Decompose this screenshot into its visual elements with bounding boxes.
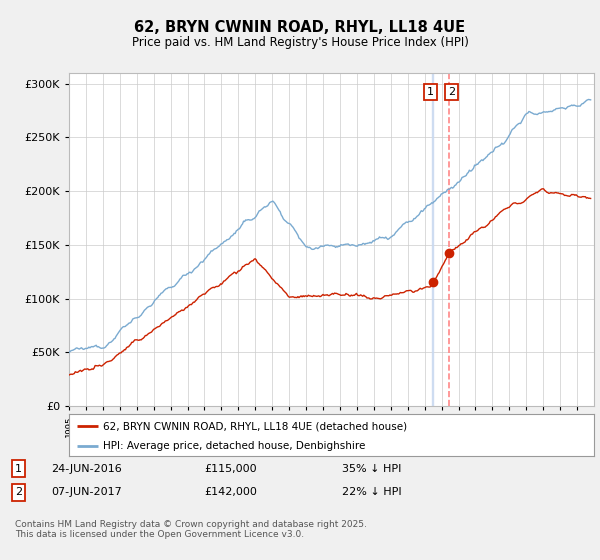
Text: 1: 1 xyxy=(15,464,22,474)
Text: £142,000: £142,000 xyxy=(204,487,257,497)
Text: Contains HM Land Registry data © Crown copyright and database right 2025.
This d: Contains HM Land Registry data © Crown c… xyxy=(15,520,367,539)
Text: 62, BRYN CWNIN ROAD, RHYL, LL18 4UE: 62, BRYN CWNIN ROAD, RHYL, LL18 4UE xyxy=(134,20,466,35)
Bar xyxy=(432,73,433,406)
Text: Price paid vs. HM Land Registry's House Price Index (HPI): Price paid vs. HM Land Registry's House … xyxy=(131,36,469,49)
Text: 24-JUN-2016: 24-JUN-2016 xyxy=(51,464,122,474)
Text: 2: 2 xyxy=(448,87,455,97)
Text: 62, BRYN CWNIN ROAD, RHYL, LL18 4UE (detached house): 62, BRYN CWNIN ROAD, RHYL, LL18 4UE (det… xyxy=(103,421,407,431)
Text: 22% ↓ HPI: 22% ↓ HPI xyxy=(342,487,401,497)
Text: £115,000: £115,000 xyxy=(204,464,257,474)
Text: HPI: Average price, detached house, Denbighshire: HPI: Average price, detached house, Denb… xyxy=(103,441,365,451)
Text: 1: 1 xyxy=(427,87,434,97)
Text: 07-JUN-2017: 07-JUN-2017 xyxy=(51,487,122,497)
Text: 35% ↓ HPI: 35% ↓ HPI xyxy=(342,464,401,474)
Text: 2: 2 xyxy=(15,487,22,497)
